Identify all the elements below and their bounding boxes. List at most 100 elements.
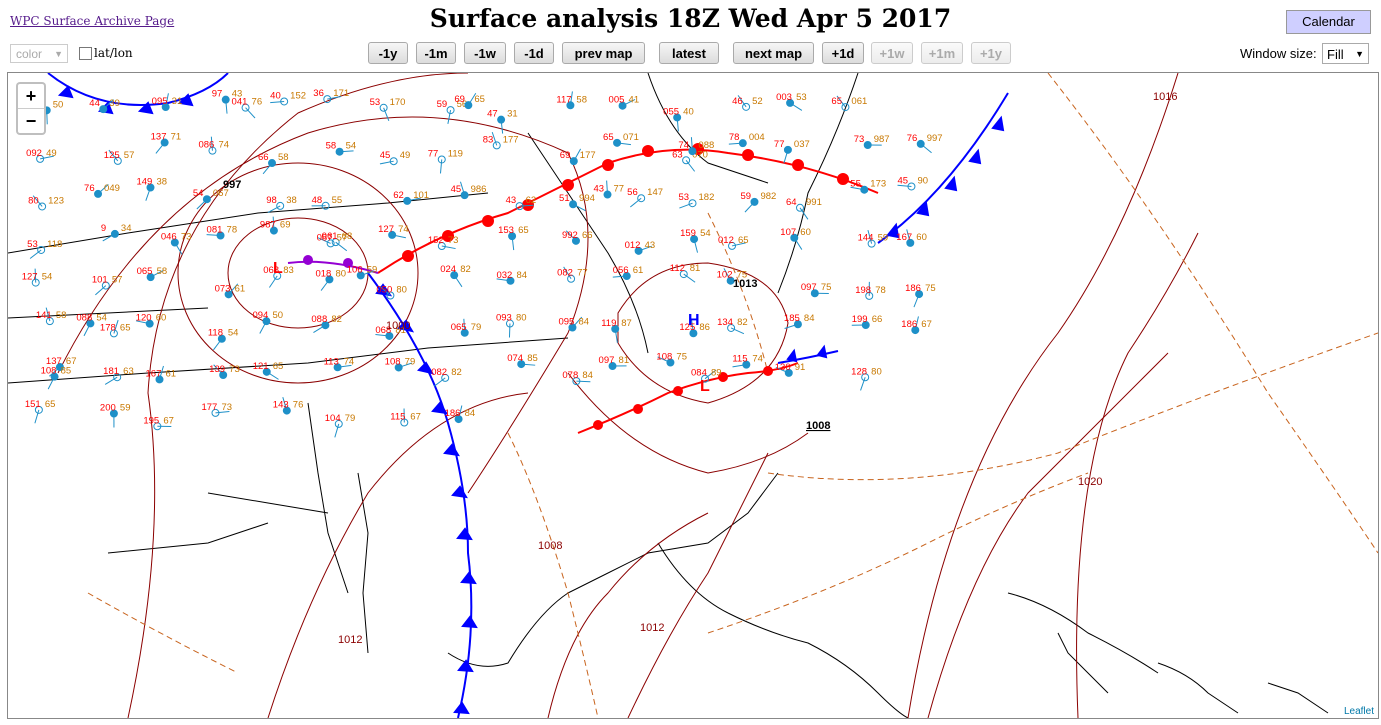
station-pressure: 74 xyxy=(752,354,763,365)
station-plot: 987 69 xyxy=(260,216,290,235)
minus-1d-button[interactable]: -1d xyxy=(514,42,554,64)
minus-1y-button[interactable]: -1y xyxy=(368,42,408,64)
window-size-value: Fill xyxy=(1327,47,1344,62)
station-plot: 48 55 xyxy=(311,195,342,210)
leaflet-attribution[interactable]: Leaflet xyxy=(1340,706,1377,717)
latest-button[interactable]: latest xyxy=(659,42,719,64)
wind-barb xyxy=(433,377,446,387)
color-select[interactable]: color ▼ xyxy=(10,44,68,63)
station-pressure: 54 xyxy=(700,228,711,239)
plus-1y-button[interactable]: +1y xyxy=(971,42,1011,64)
surface-analysis-map[interactable]: 55 50 44 39 095 31 97 43 40 152 36 171 53 170 59 56 47 31… xyxy=(7,72,1379,719)
station-plot: 199 66 xyxy=(851,314,882,330)
station-plot: 152 73 xyxy=(428,235,458,251)
station-temperature: 53 xyxy=(679,192,690,203)
station-temperature: 050 xyxy=(376,285,392,296)
wind-barb xyxy=(213,338,223,351)
wind-barb xyxy=(108,149,119,162)
calendar-button[interactable]: Calendar xyxy=(1286,10,1371,34)
station-plot: 050 80 xyxy=(376,285,407,300)
station-plot: 59 56 xyxy=(437,99,467,124)
station-pressure: 38 xyxy=(286,195,297,206)
wind-barb xyxy=(491,131,498,146)
station-pressure: 84 xyxy=(465,408,476,419)
station-temperature: 185 xyxy=(784,313,800,324)
isobars xyxy=(57,73,1199,718)
station-plot: 178 65 xyxy=(100,319,130,338)
wind-barb xyxy=(206,234,221,237)
station-plot: 088 54 xyxy=(76,312,107,337)
station-plot: 128 80 xyxy=(851,366,882,391)
wind-barb xyxy=(439,159,443,174)
station-pressure: 61 xyxy=(166,368,177,379)
station-pressure: 87 xyxy=(621,318,632,329)
station-temperature: 47 xyxy=(487,109,498,120)
wind-barb xyxy=(360,270,375,276)
station-plot: 130 91 xyxy=(775,362,806,377)
station-plot: 087 57 xyxy=(317,232,347,248)
isobar-label: 1008 xyxy=(538,540,562,552)
station-plot: 98 38 xyxy=(266,195,297,213)
wind-barb xyxy=(45,307,51,322)
station-pressure: 66 xyxy=(582,230,593,241)
station-pressure: 91 xyxy=(795,362,806,373)
station-temperature: 43 xyxy=(506,195,517,206)
station-temperature: 107 xyxy=(780,227,796,238)
station-temperature: 178 xyxy=(100,322,116,333)
prev-map-button[interactable]: prev map xyxy=(562,42,645,64)
station-plot: 084 89 xyxy=(691,368,722,383)
archive-page-link[interactable]: WPC Surface Archive Page xyxy=(10,14,175,28)
station-temperature: 082 xyxy=(431,367,447,378)
station-temperature: 66 xyxy=(258,152,269,163)
window-size-select[interactable]: Fill ▼ xyxy=(1322,43,1369,64)
station-pressure: 54 xyxy=(96,312,107,323)
plus-1m-button[interactable]: +1m xyxy=(921,42,963,64)
wind-barb xyxy=(102,99,114,110)
station-temperature: 77 xyxy=(774,139,785,150)
station-plot: 151 65 xyxy=(25,399,55,424)
station-temperature: 98 xyxy=(266,195,277,206)
station-temperature: 36 xyxy=(313,88,324,99)
station-plot: 068 81 xyxy=(375,325,406,340)
station-circle xyxy=(682,156,691,165)
station-plot: 093 80 xyxy=(496,313,527,338)
wind-barb xyxy=(407,197,421,202)
station-plot: 102 75 xyxy=(717,268,747,285)
station-temperature: 115 xyxy=(732,354,747,365)
station-plot: 074 85 xyxy=(507,353,538,369)
station-plot: 056 61 xyxy=(613,265,644,281)
station-temperature: 046 xyxy=(161,232,177,243)
next-map-button[interactable]: next map xyxy=(733,42,814,64)
station-pressure: 61 xyxy=(633,265,644,276)
station-temperature: 125 xyxy=(104,150,120,161)
station-pressure: 067 xyxy=(213,188,229,199)
station-circle xyxy=(688,199,697,208)
station-temperature: 53 xyxy=(370,97,381,108)
minus-1w-button[interactable]: -1w xyxy=(464,42,506,64)
station-temperature: 003 xyxy=(776,92,792,103)
station-plot: 065 58 xyxy=(137,266,167,282)
station-plot: 54 067 xyxy=(193,188,229,210)
station-temperature: 143 xyxy=(273,400,289,411)
station-pressure: 123 xyxy=(48,195,64,206)
station-circle xyxy=(464,101,473,110)
station-pressure: 65 xyxy=(738,235,749,246)
latlon-checkbox[interactable] xyxy=(79,46,92,60)
plus-1d-button[interactable]: +1d xyxy=(822,42,864,64)
wind-barb xyxy=(383,107,390,121)
wind-barb xyxy=(732,364,747,368)
zoom-out-button[interactable]: − xyxy=(25,111,37,131)
station-circle xyxy=(679,270,688,279)
wind-barb xyxy=(267,205,281,213)
latlon-toggle[interactable]: lat/lon xyxy=(79,46,133,60)
minus-1m-button[interactable]: -1m xyxy=(416,42,456,64)
station-plot: 45 90 xyxy=(897,175,928,191)
zoom-in-button[interactable]: + xyxy=(18,84,44,109)
page-title: Surface analysis 18Z Wed Apr 5 2017 xyxy=(429,4,952,33)
station-temperature: 137 xyxy=(151,132,167,143)
station-temperature: 200 xyxy=(100,403,116,414)
low-center-value: 997 xyxy=(223,179,241,191)
station-pressure: 177 xyxy=(503,134,519,145)
station-plot: 061 68 xyxy=(322,231,352,252)
plus-1w-button[interactable]: +1w xyxy=(871,42,913,64)
